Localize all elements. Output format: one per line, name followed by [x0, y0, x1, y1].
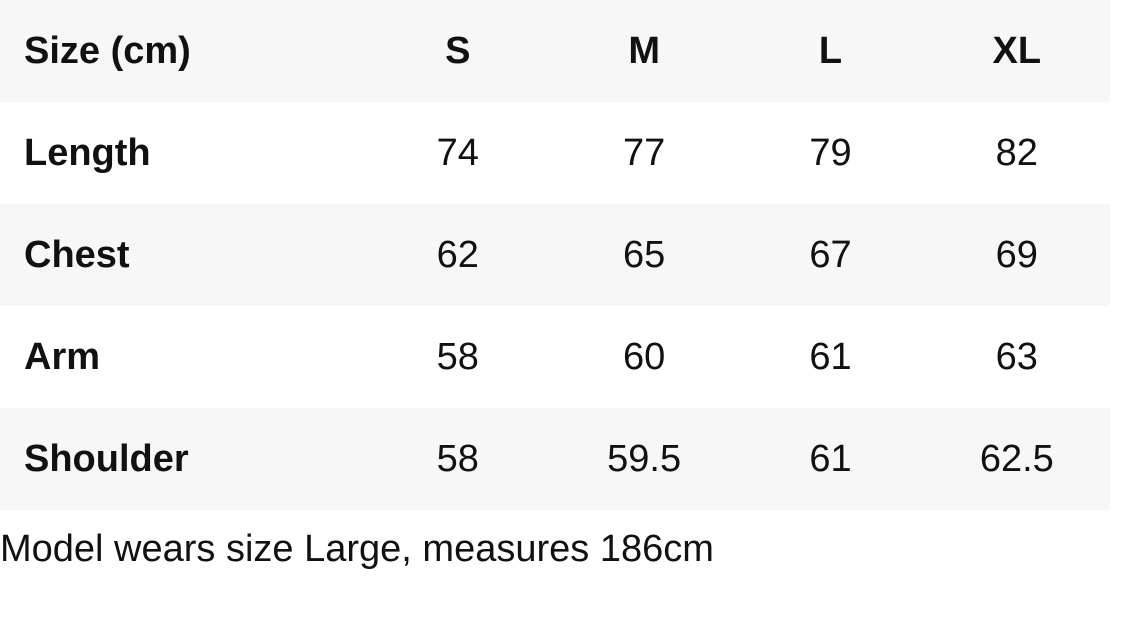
row-label: Chest [24, 233, 130, 276]
table-row-shoulder: Shoulder 58 59.5 61 62.5 [0, 408, 1110, 510]
header-xl: XL [992, 29, 1042, 72]
table-row-length: Length 74 77 79 82 [0, 102, 1110, 204]
cell: 62.5 [979, 437, 1054, 480]
row-label: Length [24, 131, 151, 174]
cell: 67 [809, 233, 852, 276]
cell: 63 [995, 335, 1038, 378]
row-label: Arm [24, 335, 101, 378]
cell: 65 [623, 233, 666, 276]
cell: 58 [436, 335, 479, 378]
cell: 58 [436, 437, 479, 480]
size-chart-table: Size (cm) S M L XL Length 74 77 79 82 Ch… [0, 0, 1110, 510]
cell: 77 [623, 131, 666, 174]
header-m: M [628, 29, 660, 72]
cell: 59.5 [607, 437, 682, 480]
cell: 69 [995, 233, 1038, 276]
header-l: L [818, 29, 843, 72]
cell: 82 [995, 131, 1038, 174]
header-size: Size (cm) [24, 29, 191, 72]
table-row-arm: Arm 58 60 61 63 [0, 306, 1110, 408]
header-row: Size (cm) S M L XL [0, 0, 1110, 102]
row-label: Shoulder [24, 437, 189, 480]
cell: 61 [809, 335, 852, 378]
header-s: S [445, 29, 471, 72]
cell: 62 [436, 233, 479, 276]
model-size-note: Model wears size Large, measures 186cm [0, 528, 714, 570]
cell: 74 [436, 131, 479, 174]
table-row-chest: Chest 62 65 67 69 [0, 204, 1110, 306]
cell: 79 [809, 131, 852, 174]
cell: 60 [623, 335, 666, 378]
cell: 61 [809, 437, 852, 480]
